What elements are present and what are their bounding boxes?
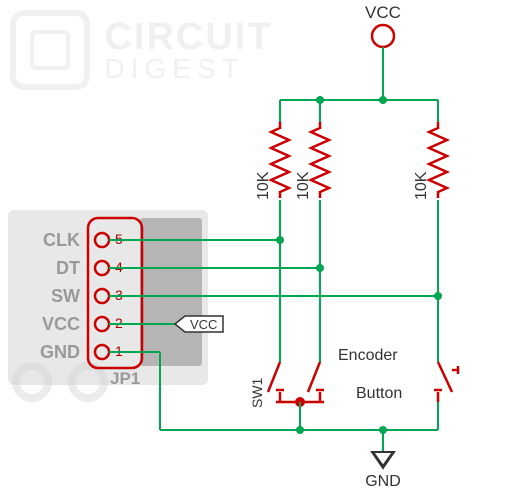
button-nub: [452, 366, 458, 374]
resistor-1-value: 10K: [255, 171, 272, 200]
encoder-label: Encoder: [338, 347, 398, 364]
encoder-arm-a: [268, 362, 280, 392]
resistor-3-value: 10K: [413, 171, 430, 200]
pin-label-sw: SW: [51, 286, 80, 306]
resistor-2-value: 10K: [295, 171, 312, 200]
junction-vcc: [379, 96, 387, 104]
pin-label-gnd: GND: [40, 342, 80, 362]
resistor-2: [311, 122, 329, 198]
pin-label-vcc: VCC: [42, 314, 80, 334]
vcc-top-label: VCC: [365, 3, 401, 22]
vcc-ring-icon: [372, 25, 394, 47]
schematic-canvas: VCC 10K 10K 10K 5 4 3 2 1 CLK DT SW VCC …: [0, 0, 518, 500]
pin-label-dt: DT: [56, 258, 80, 278]
resistor-1: [271, 122, 289, 198]
button-label: Button: [356, 385, 402, 402]
junction-enc-gnd: [296, 426, 304, 434]
gnd-bottom-label: GND: [365, 473, 401, 490]
button-arm: [438, 362, 452, 392]
sw1-label: SW1: [249, 377, 265, 408]
jp1-label: JP1: [110, 369, 140, 388]
resistor-3: [429, 122, 447, 198]
encoder-arm-b: [308, 362, 320, 392]
pin-label-clk: CLK: [43, 230, 80, 250]
vcc-tag-label: VCC: [190, 317, 217, 332]
